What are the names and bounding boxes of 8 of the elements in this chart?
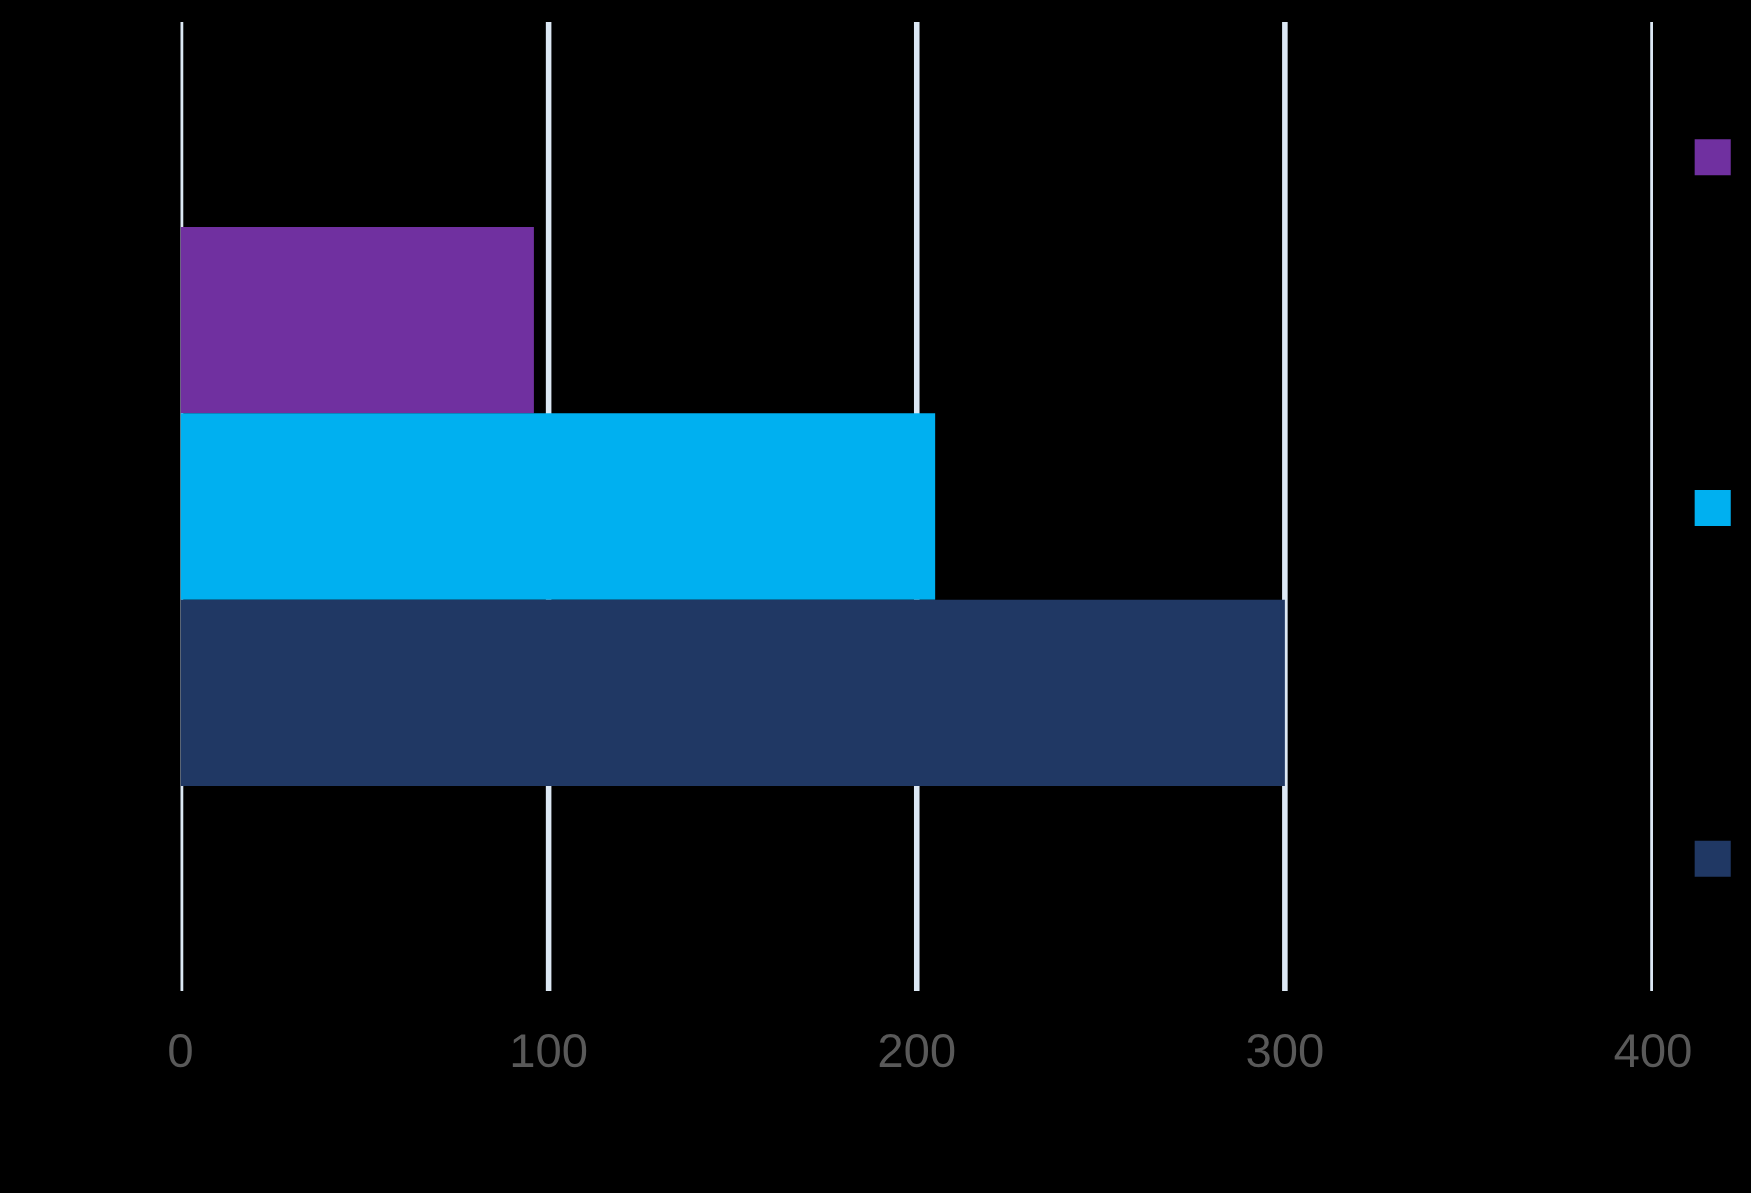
x-tick-label: 400 <box>1614 1033 1691 1068</box>
x-tick-label: 200 <box>879 1033 955 1068</box>
x-tick-label: 300 <box>1247 1033 1323 1068</box>
x-tick-label: 100 <box>512 1033 587 1068</box>
bar <box>180 413 936 600</box>
bar <box>180 226 534 414</box>
bar <box>180 599 1285 787</box>
x-tick-label: 0 <box>169 1033 192 1068</box>
